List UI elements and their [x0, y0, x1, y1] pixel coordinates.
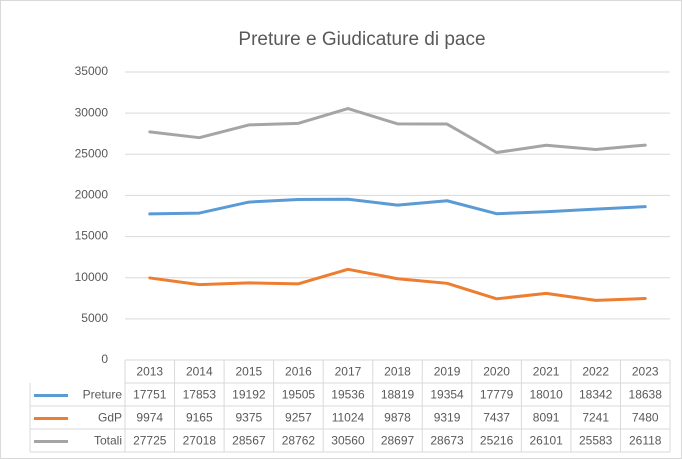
y-tick-label: 15000	[75, 229, 109, 243]
table-value: 8091	[533, 411, 560, 425]
table-value: 26101	[529, 434, 563, 448]
table-value: 17853	[183, 388, 217, 402]
legend-label: Totali	[94, 434, 122, 448]
table-value: 11024	[332, 411, 365, 425]
series-line	[148, 197, 647, 216]
table-value: 25583	[579, 434, 613, 448]
table-value: 19505	[282, 388, 316, 402]
series-line	[148, 267, 647, 302]
y-tick-label: 35000	[75, 64, 109, 78]
y-tick-label: 20000	[75, 188, 109, 202]
table-value: 30560	[331, 434, 365, 448]
table-value: 28762	[282, 434, 316, 448]
table-value: 19192	[232, 388, 266, 402]
table-value: 19536	[331, 388, 365, 402]
table-value: 9257	[285, 411, 312, 425]
y-tick-label: 5000	[81, 311, 108, 325]
chart-title: Preture e Giudicature di pace	[238, 29, 485, 50]
y-tick-label: 10000	[75, 270, 109, 284]
x-tick-label: 2014	[186, 365, 213, 379]
y-tick-label: 30000	[75, 105, 109, 119]
legend-label: GdP	[98, 411, 122, 425]
table-value: 18819	[381, 388, 415, 402]
x-tick-label: 2016	[285, 365, 312, 379]
table-value: 26118	[629, 434, 662, 448]
table-value: 17779	[480, 388, 514, 402]
table-value: 18010	[529, 388, 563, 402]
table-value: 27725	[133, 434, 167, 448]
table-value: 9974	[136, 411, 163, 425]
table-value: 27018	[183, 434, 217, 448]
table-value: 17751	[133, 388, 167, 402]
x-tick-label: 2018	[384, 365, 411, 379]
y-tick-label: 25000	[75, 146, 109, 160]
x-tick-label: 2020	[483, 365, 510, 379]
x-tick-label: 2017	[335, 365, 362, 379]
y-tick-label: 0	[101, 352, 108, 366]
x-tick-label: 2015	[236, 365, 263, 379]
x-tick-label: 2019	[434, 365, 461, 379]
table-value: 28567	[232, 434, 266, 448]
table-value: 9319	[434, 411, 461, 425]
table-value: 7437	[483, 411, 510, 425]
x-tick-label: 2022	[582, 365, 609, 379]
x-tick-label: 2013	[136, 365, 163, 379]
table-value: 9878	[384, 411, 411, 425]
table-value: 28697	[381, 434, 415, 448]
table-value: 7480	[632, 411, 659, 425]
table-value: 9375	[236, 411, 263, 425]
x-tick-label: 2023	[632, 365, 659, 379]
table-value: 9165	[186, 411, 213, 425]
series-line	[148, 107, 647, 155]
table-value: 28673	[430, 434, 464, 448]
table-value: 19354	[430, 388, 464, 402]
table-value: 18638	[629, 388, 663, 402]
table-value: 25216	[480, 434, 514, 448]
x-tick-label: 2021	[533, 365, 560, 379]
legend-label: Preture	[83, 388, 123, 402]
table-value: 7241	[582, 411, 609, 425]
table-value: 18342	[579, 388, 613, 402]
